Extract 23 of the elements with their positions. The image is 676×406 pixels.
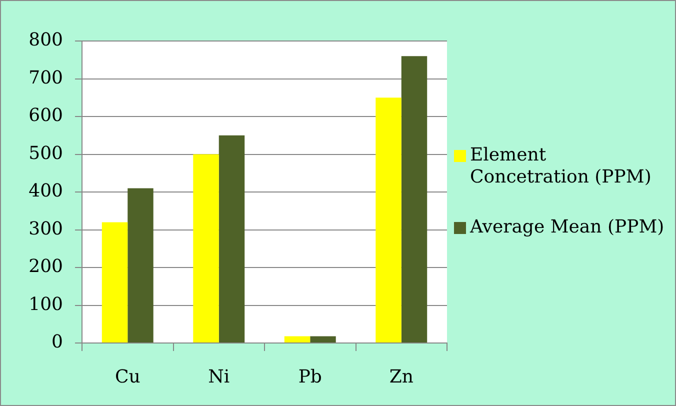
y-tick-label: 300: [28, 218, 63, 240]
bar: [310, 336, 336, 342]
bar: [401, 56, 428, 342]
legend-label: Average Mean (PPM): [469, 216, 664, 238]
x-tick-label: Zn: [389, 366, 414, 388]
bar: [128, 188, 154, 342]
bar: [102, 222, 128, 342]
x-tick-label: Cu: [114, 366, 140, 388]
x-tick-label: Pb: [298, 366, 322, 388]
y-tick-label: 400: [28, 180, 63, 202]
y-tick-label: 200: [28, 256, 63, 278]
legend-label: Element Concetration (PPM): [470, 144, 652, 188]
bar: [376, 98, 402, 342]
bar: [218, 135, 245, 342]
y-tick-label: 100: [28, 294, 63, 315]
y-tick-label: 500: [28, 142, 63, 164]
y-tick-label: 600: [28, 105, 63, 126]
bar: [284, 336, 310, 342]
y-tick-label: 700: [28, 67, 63, 88]
x-tick-label: Ni: [208, 366, 230, 388]
y-tick-label: 800: [28, 30, 63, 51]
y-tick-label: 0: [52, 332, 63, 353]
bar: [193, 154, 219, 342]
